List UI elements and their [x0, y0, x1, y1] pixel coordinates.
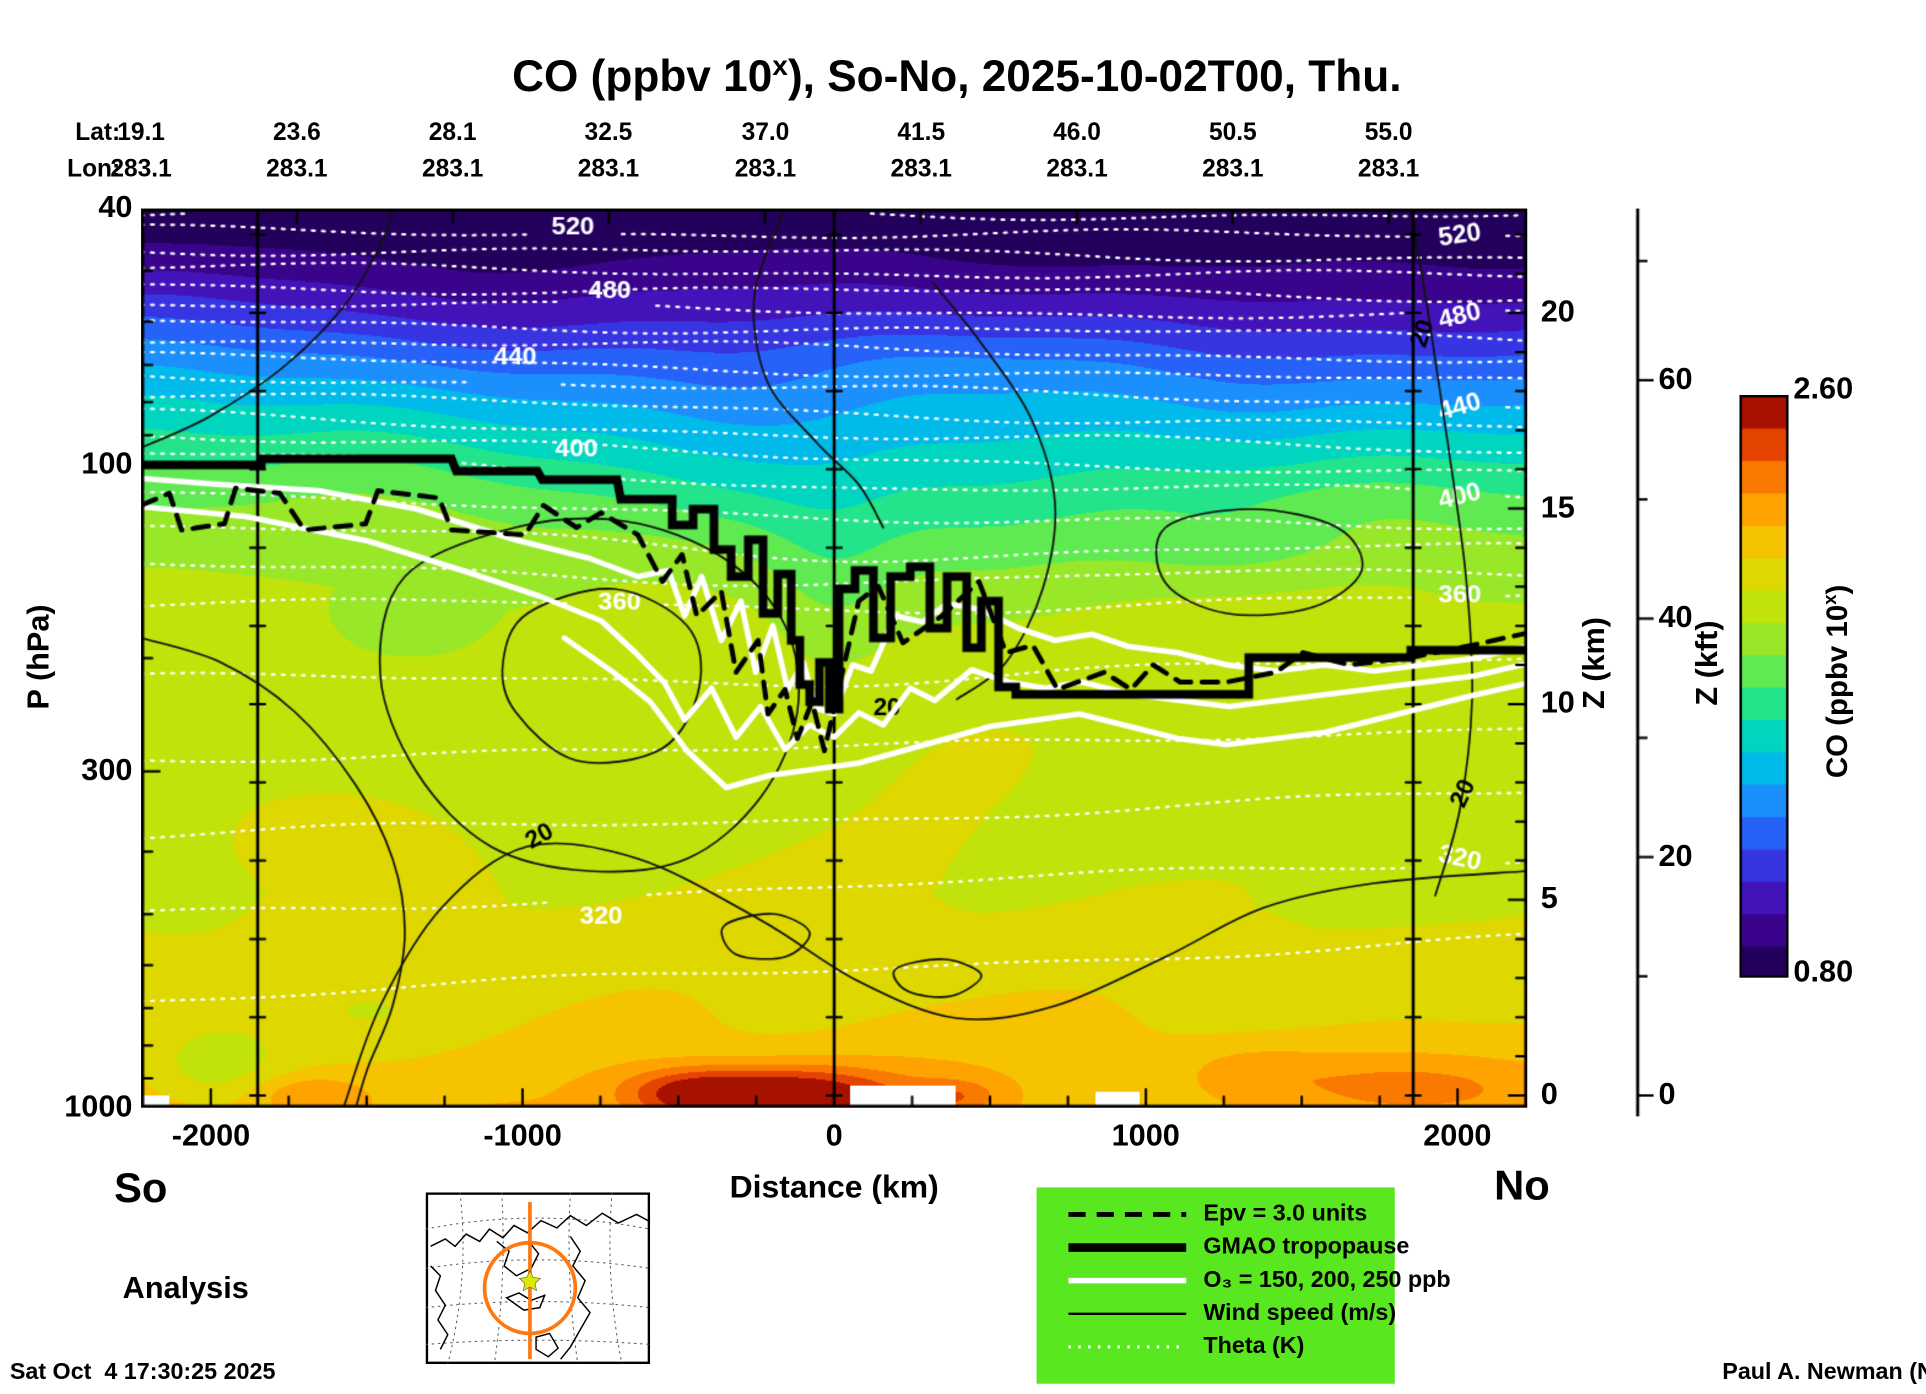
legend-label: Theta (K) [1203, 1332, 1305, 1359]
zkm-tick-label: 20 [1540, 294, 1575, 329]
legend-item-tropopause: GMAO tropopause [1037, 1230, 1409, 1263]
lon-value: 283.1 [734, 155, 797, 183]
legend-label: Wind speed (m/s) [1203, 1299, 1397, 1326]
projection-circle [482, 1240, 578, 1336]
zkm-tick-label: 10 [1540, 685, 1575, 721]
lon-value: 283.1 [421, 155, 484, 183]
analysis-label: Analysis [122, 1270, 249, 1306]
legend-label: Epv = 3.0 units [1203, 1200, 1368, 1227]
lat-value: 55.0 [1364, 118, 1413, 146]
lon-value: 283.1 [890, 155, 952, 183]
legend-label: O₃ = 150, 200, 250 ppb [1203, 1266, 1451, 1293]
wind-line-sample [1068, 1311, 1187, 1315]
lat-value: 50.5 [1208, 118, 1257, 146]
cross-section-plot [141, 208, 1528, 1108]
pressure-tick-label: 1000 [64, 1089, 133, 1124]
map-graticule [425, 1192, 651, 1365]
zkm-tick-label: 15 [1540, 490, 1575, 526]
x-tick-label: 1000 [1111, 1118, 1180, 1154]
page-title: CO (ppbv 10x), So-No, 2025-10-02T00, Thu… [512, 49, 1402, 101]
x-tick-label: 0 [825, 1118, 843, 1154]
zkft-tick-label: 0 [1658, 1077, 1676, 1112]
tropopause-line-sample [1068, 1242, 1187, 1252]
pressure-tick-label: 300 [81, 753, 133, 788]
lat-row-label: Lat: [75, 118, 121, 146]
endpoint-south-label: So [114, 1165, 168, 1212]
lon-value: 283.1 [1202, 155, 1264, 183]
legend-item-wind: Wind speed (m/s) [1037, 1297, 1397, 1330]
lon-value: 283.1 [266, 155, 328, 183]
epv-line-sample [1068, 1211, 1187, 1217]
pressure-axis-title: P (hPa) [21, 604, 56, 710]
lon-row-label: Lon: [67, 155, 121, 183]
map-coastline [430, 1212, 651, 1360]
x-axis-title: Distance (km) [729, 1167, 939, 1205]
pressure-tick-label: 40 [98, 190, 133, 225]
colorbar-min-label: 0.80 [1793, 954, 1854, 989]
x-tick-label: 2000 [1423, 1118, 1492, 1154]
lat-value: 32.5 [584, 118, 633, 146]
lon-value: 283.1 [1357, 155, 1420, 183]
zkft-axis [1635, 203, 1672, 1124]
zkft-tick-label: 20 [1658, 839, 1693, 874]
lon-value: 283.1 [1046, 155, 1108, 183]
legend-item-theta: Theta (K) [1037, 1330, 1395, 1363]
lat-value: 28.1 [428, 118, 477, 146]
colorbar-max-label: 2.60 [1793, 371, 1854, 407]
credit: Paul A. Newman (NASA [1722, 1359, 1926, 1385]
lat-value: 46.0 [1053, 118, 1101, 146]
legend: Epv = 3.0 units GMAO tropopause O₃ = 150… [1036, 1187, 1451, 1384]
map-inset [425, 1192, 651, 1365]
location-star-icon [518, 1270, 542, 1292]
zkft-axis-title: Z (kft) [1689, 620, 1725, 706]
x-tick-label: -2000 [171, 1118, 251, 1154]
lon-value: 283.1 [577, 155, 640, 183]
zkm-axis-title: Z (km) [1576, 617, 1612, 710]
lat-value: 37.0 [741, 118, 790, 146]
zkm-tick-label: 5 [1540, 880, 1558, 916]
zkm-tick-label: 0 [1540, 1077, 1558, 1112]
colorbar-title: CO (ppbv 10x) [1819, 584, 1855, 779]
timestamp: Sat Oct 4 17:30:25 2025 [9, 1359, 276, 1385]
lon-value: 283.1 [110, 155, 172, 183]
zkft-tick-label: 60 [1658, 361, 1693, 397]
theta-line-sample [1068, 1344, 1187, 1348]
legend-item-ozone: O₃ = 150, 200, 250 ppb [1037, 1264, 1451, 1297]
lat-value: 19.1 [117, 118, 165, 146]
lat-value: 41.5 [897, 118, 946, 146]
endpoint-north-label: No [1494, 1162, 1550, 1210]
lat-value: 23.6 [272, 118, 321, 146]
zkft-tick-label: 40 [1658, 599, 1693, 635]
legend-label: GMAO tropopause [1203, 1233, 1410, 1260]
ozone-line-sample [1068, 1277, 1187, 1283]
pressure-tick-label: 100 [81, 446, 133, 481]
x-tick-label: -1000 [483, 1118, 562, 1154]
colorbar [1739, 394, 1789, 978]
legend-item-epv: Epv = 3.0 units [1037, 1197, 1395, 1230]
